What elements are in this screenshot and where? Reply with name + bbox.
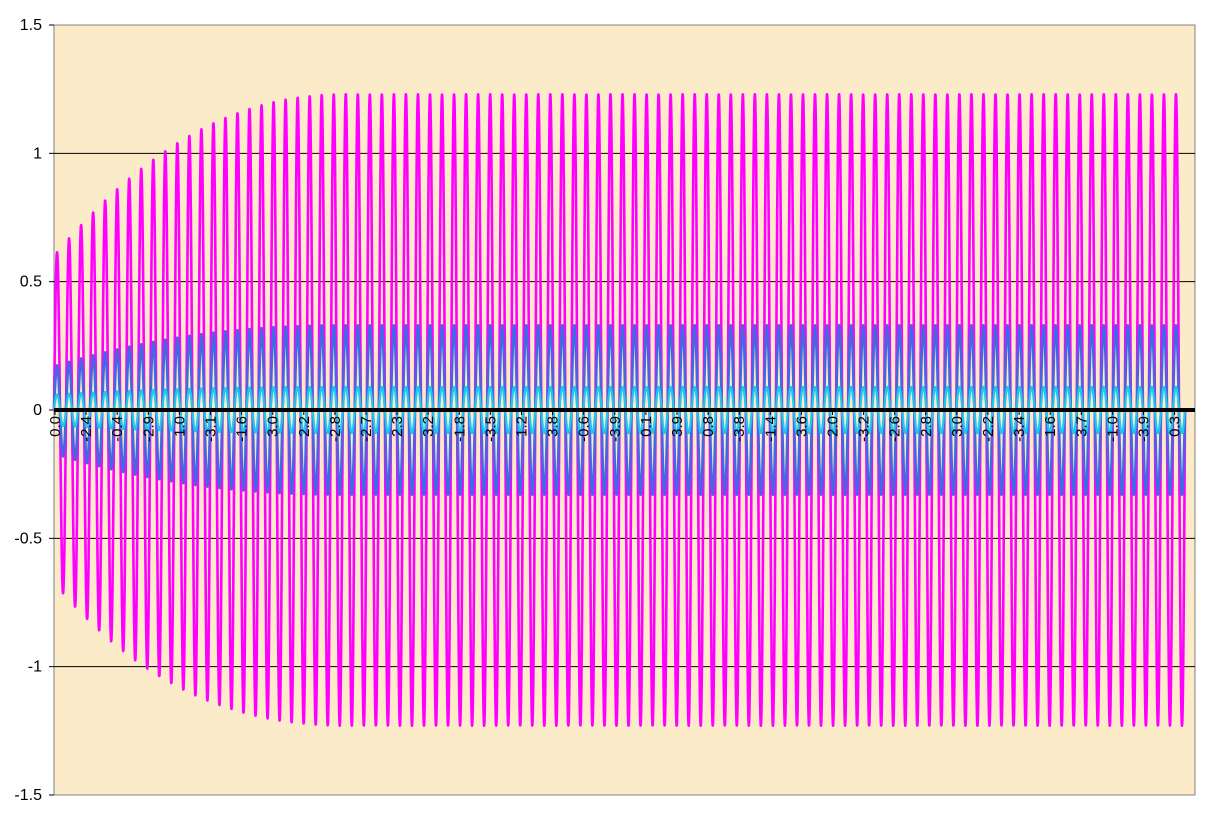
x-tick-label: -3.8 [731, 416, 748, 442]
x-tick-label: -3.1 [203, 416, 220, 442]
x-tick-label: 3.6 [793, 416, 810, 437]
x-tick-label: 2.2 [296, 416, 313, 437]
x-tick-label: 3.0 [265, 416, 282, 437]
x-tick-label: 3.7 [1073, 416, 1090, 437]
x-tick-label: 1.2 [514, 416, 531, 437]
y-tick-label: -1.5 [14, 787, 42, 804]
x-tick-label: -1.4 [762, 416, 779, 442]
x-tick-label: -3.9 [1136, 416, 1153, 442]
x-tick-label: -2.8 [327, 416, 344, 442]
x-tick-label: -2.2 [980, 416, 997, 442]
y-tick-label: 0.5 [20, 274, 42, 291]
x-tick-label: -3.4 [1011, 416, 1028, 442]
x-tick-label: -1.8 [451, 416, 468, 442]
y-tick-label: -1 [28, 659, 42, 676]
y-tick-label: 1 [33, 145, 42, 162]
x-tick-label: 0.1 [638, 416, 655, 437]
x-tick-label: -1.0 [1104, 416, 1121, 442]
x-tick-label: 2.0 [825, 416, 842, 437]
y-tick-label: 1.5 [20, 17, 42, 34]
x-tick-label: 3.2 [420, 416, 437, 437]
x-tick-label: -3.2 [856, 416, 873, 442]
x-tick-label: 0.0 [47, 416, 64, 437]
x-tick-label: -0.6 [576, 416, 593, 442]
x-axis-tick-labels: 0.0 -2.4 -0.4 -2.9 1.0 -3.1 -1.6 3.0 2.2 -2.8 -2.7… [47, 410, 1184, 442]
x-tick-label: 0.8 [700, 416, 717, 437]
x-tick-label: 3.9 [669, 416, 686, 437]
x-tick-label: 2.8 [918, 416, 935, 437]
x-tick-label: -1.6 [234, 416, 251, 442]
x-tick-label: -2.6 [887, 416, 904, 442]
x-tick-label: 1.6 [1042, 416, 1059, 437]
x-tick-label: -2.4 [78, 416, 95, 442]
x-tick-label: -2.9 [140, 416, 157, 442]
x-tick-label: 1.0 [171, 416, 188, 437]
y-tick-label: 0 [33, 402, 42, 419]
x-tick-label: -2.7 [358, 416, 375, 442]
x-tick-label: 3.0 [949, 416, 966, 437]
x-tick-label: 2.3 [389, 416, 406, 437]
y-tick-label: -0.5 [14, 530, 42, 547]
x-tick-label: -0.4 [109, 416, 126, 442]
x-tick-label: -3.9 [607, 416, 624, 442]
y-axis-tick-labels: 1.5 1 0.5 0 -0.5 -1 -1.5 [14, 17, 42, 804]
x-tick-label: -3.5 [482, 416, 499, 442]
x-tick-label: 3.8 [545, 416, 562, 437]
x-tick-label: 0.3 [1167, 416, 1184, 437]
